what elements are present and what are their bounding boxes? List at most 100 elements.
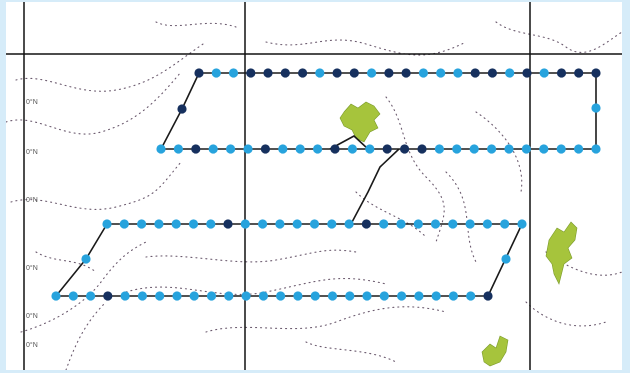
station-point[interactable] bbox=[501, 254, 510, 263]
station-point[interactable] bbox=[81, 254, 90, 263]
station-point[interactable] bbox=[212, 68, 221, 77]
station-point[interactable] bbox=[379, 219, 388, 228]
station-point[interactable] bbox=[431, 219, 440, 228]
station-point[interactable] bbox=[275, 219, 284, 228]
station-point[interactable] bbox=[453, 68, 462, 77]
station-point[interactable] bbox=[229, 68, 238, 77]
station-point-dark[interactable] bbox=[471, 68, 480, 77]
station-point[interactable] bbox=[51, 291, 60, 300]
station-point[interactable] bbox=[310, 219, 319, 228]
station-point[interactable] bbox=[311, 291, 320, 300]
station-point[interactable] bbox=[209, 144, 218, 153]
station-point-dark[interactable] bbox=[298, 68, 307, 77]
station-point[interactable] bbox=[466, 291, 475, 300]
station-point[interactable] bbox=[414, 219, 423, 228]
station-point[interactable] bbox=[380, 291, 389, 300]
station-point-dark[interactable] bbox=[330, 144, 339, 153]
station-point[interactable] bbox=[397, 291, 406, 300]
station-point-dark[interactable] bbox=[400, 144, 409, 153]
station-point[interactable] bbox=[293, 291, 302, 300]
station-point[interactable] bbox=[259, 291, 268, 300]
station-point[interactable] bbox=[345, 219, 354, 228]
station-point[interactable] bbox=[348, 144, 357, 153]
station-point[interactable] bbox=[138, 291, 147, 300]
station-point[interactable] bbox=[102, 219, 111, 228]
station-point[interactable] bbox=[517, 219, 526, 228]
station-point[interactable] bbox=[226, 144, 235, 153]
station-point[interactable] bbox=[396, 219, 405, 228]
station-point-dark[interactable] bbox=[574, 68, 583, 77]
station-point-dark[interactable] bbox=[488, 68, 497, 77]
station-point[interactable] bbox=[315, 68, 324, 77]
station-point-dark[interactable] bbox=[246, 68, 255, 77]
station-point[interactable] bbox=[500, 219, 509, 228]
station-point-dark[interactable] bbox=[591, 68, 600, 77]
station-point[interactable] bbox=[414, 291, 423, 300]
station-point[interactable] bbox=[505, 68, 514, 77]
station-point[interactable] bbox=[483, 219, 492, 228]
station-point[interactable] bbox=[172, 291, 181, 300]
station-point[interactable] bbox=[278, 144, 287, 153]
station-point[interactable] bbox=[189, 219, 198, 228]
station-point[interactable] bbox=[154, 219, 163, 228]
station-point[interactable] bbox=[591, 103, 600, 112]
station-point-dark[interactable] bbox=[557, 68, 566, 77]
survey-stations[interactable] bbox=[51, 68, 600, 300]
station-point[interactable] bbox=[327, 219, 336, 228]
map-canvas[interactable]: 0°N 0°N 0°N 0°N 0°N 0°N bbox=[6, 2, 622, 370]
station-point[interactable] bbox=[504, 144, 513, 153]
station-point[interactable] bbox=[419, 68, 428, 77]
station-point[interactable] bbox=[574, 144, 583, 153]
station-point[interactable] bbox=[86, 291, 95, 300]
station-point[interactable] bbox=[466, 219, 475, 228]
station-point[interactable] bbox=[522, 144, 531, 153]
station-point-dark[interactable] bbox=[417, 144, 426, 153]
station-point[interactable] bbox=[241, 219, 250, 228]
station-point[interactable] bbox=[172, 219, 181, 228]
station-point-dark[interactable] bbox=[362, 219, 371, 228]
station-point[interactable] bbox=[449, 291, 458, 300]
station-point-dark[interactable] bbox=[383, 144, 392, 153]
station-point-dark[interactable] bbox=[281, 68, 290, 77]
station-point[interactable] bbox=[452, 144, 461, 153]
station-point[interactable] bbox=[121, 291, 130, 300]
station-point[interactable] bbox=[206, 219, 215, 228]
station-point[interactable] bbox=[367, 68, 376, 77]
station-point[interactable] bbox=[120, 219, 129, 228]
station-point[interactable] bbox=[540, 68, 549, 77]
station-point-dark[interactable] bbox=[103, 291, 112, 300]
station-point[interactable] bbox=[155, 291, 164, 300]
station-point-dark[interactable] bbox=[333, 68, 342, 77]
station-point-dark[interactable] bbox=[261, 144, 270, 153]
station-point-dark[interactable] bbox=[194, 68, 203, 77]
station-point-dark[interactable] bbox=[522, 68, 531, 77]
station-point[interactable] bbox=[362, 291, 371, 300]
station-point[interactable] bbox=[365, 144, 374, 153]
station-point[interactable] bbox=[293, 219, 302, 228]
station-point[interactable] bbox=[313, 144, 322, 153]
station-point[interactable] bbox=[296, 144, 305, 153]
station-point[interactable] bbox=[224, 291, 233, 300]
station-point[interactable] bbox=[137, 219, 146, 228]
station-point[interactable] bbox=[539, 144, 548, 153]
station-point-dark[interactable] bbox=[402, 68, 411, 77]
station-point[interactable] bbox=[243, 144, 252, 153]
station-point[interactable] bbox=[591, 144, 600, 153]
station-point[interactable] bbox=[487, 144, 496, 153]
station-point[interactable] bbox=[207, 291, 216, 300]
station-point[interactable] bbox=[432, 291, 441, 300]
station-point[interactable] bbox=[448, 219, 457, 228]
station-point[interactable] bbox=[258, 219, 267, 228]
station-point[interactable] bbox=[69, 291, 78, 300]
station-point[interactable] bbox=[190, 291, 199, 300]
station-point-dark[interactable] bbox=[384, 68, 393, 77]
station-point[interactable] bbox=[242, 291, 251, 300]
station-point-dark[interactable] bbox=[191, 144, 200, 153]
station-point-dark[interactable] bbox=[350, 68, 359, 77]
station-point[interactable] bbox=[470, 144, 479, 153]
station-point-dark[interactable] bbox=[223, 219, 232, 228]
station-point[interactable] bbox=[156, 144, 165, 153]
station-point[interactable] bbox=[276, 291, 285, 300]
survey-map[interactable]: 0°N 0°N 0°N 0°N 0°N 0°N bbox=[6, 2, 622, 370]
station-point[interactable] bbox=[328, 291, 337, 300]
